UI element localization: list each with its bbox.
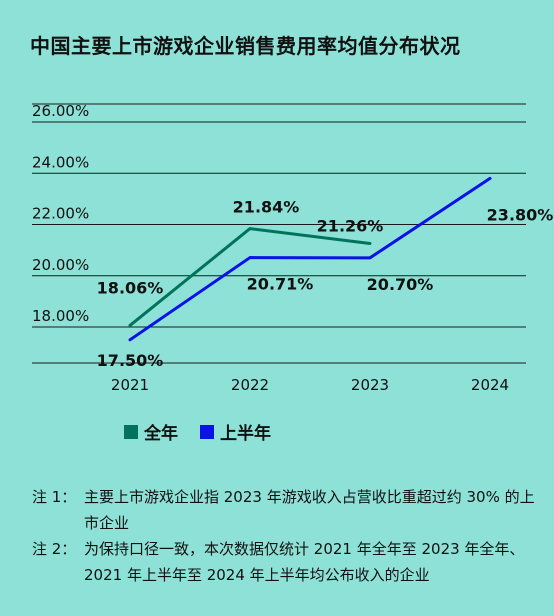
- series-line-half-year: [128, 176, 492, 342]
- x-axis-ticks: 2021 2022 2023 2024: [111, 376, 509, 394]
- footnotes: 注 1： 主要上市游戏企业指 2023 年游戏收入占营收比重超过约 30% 的上…: [32, 484, 542, 588]
- x-tick-label: 2023: [351, 376, 389, 394]
- legend-swatch-half-year: [200, 424, 214, 439]
- footnote-2-label: 注 2：: [32, 540, 77, 558]
- footnote-1: 注 1： 主要上市游戏企业指 2023 年游戏收入占营收比重超过约 30% 的上…: [32, 484, 542, 536]
- x-tick-label: 2024: [471, 376, 509, 394]
- x-tick-label: 2022: [231, 376, 269, 394]
- grid-lines: [32, 103, 526, 364]
- y-tick-label: 18.00%: [32, 307, 89, 325]
- y-axis-ticks: 18.00% 20.00% 22.00% 24.00% 26.00%: [32, 102, 89, 325]
- footnote-2: 注 2： 为保持口径一致，本次数据仅统计 2021 年全年至 2023 年全年、…: [32, 536, 542, 588]
- data-label: 21.84%: [233, 198, 300, 217]
- y-tick-label: 26.00%: [32, 102, 89, 120]
- y-tick-label: 22.00%: [32, 205, 89, 223]
- legend-item-full-year: 全年: [124, 419, 178, 444]
- data-label: 17.50%: [97, 351, 164, 370]
- y-tick-label: 20.00%: [32, 256, 89, 274]
- legend-item-half-year: 上半年: [200, 419, 271, 444]
- legend-swatch-full-year: [124, 424, 138, 439]
- series-line-full-year: [128, 227, 372, 327]
- legend-label-full-year: 全年: [144, 424, 178, 444]
- y-tick-label: 24.00%: [32, 153, 89, 171]
- data-label: 23.80%: [487, 205, 554, 224]
- data-label: 20.70%: [367, 275, 434, 294]
- footnote-1-text: 主要上市游戏企业指 2023 年游戏收入占营收比重超过约 30% 的上市企业: [84, 488, 535, 532]
- chart-title: 中国主要上市游戏企业销售费用率均值分布状况: [30, 34, 461, 58]
- data-label: 18.06%: [97, 278, 164, 297]
- legend: 全年 上半年: [124, 419, 271, 444]
- series-lines: [128, 176, 492, 342]
- footnote-2-text: 为保持口径一致，本次数据仅统计 2021 年全年至 2023 年全年、2021 …: [84, 540, 525, 584]
- data-labels: 18.06% 21.84% 21.26% 17.50% 20.71% 20.70% 23.8…: [97, 198, 554, 370]
- footnote-1-label: 注 1：: [32, 488, 77, 506]
- data-label: 20.71%: [247, 275, 314, 294]
- data-label: 21.26%: [317, 216, 384, 235]
- legend-label-half-year: 上半年: [220, 424, 271, 444]
- x-tick-label: 2021: [111, 376, 149, 394]
